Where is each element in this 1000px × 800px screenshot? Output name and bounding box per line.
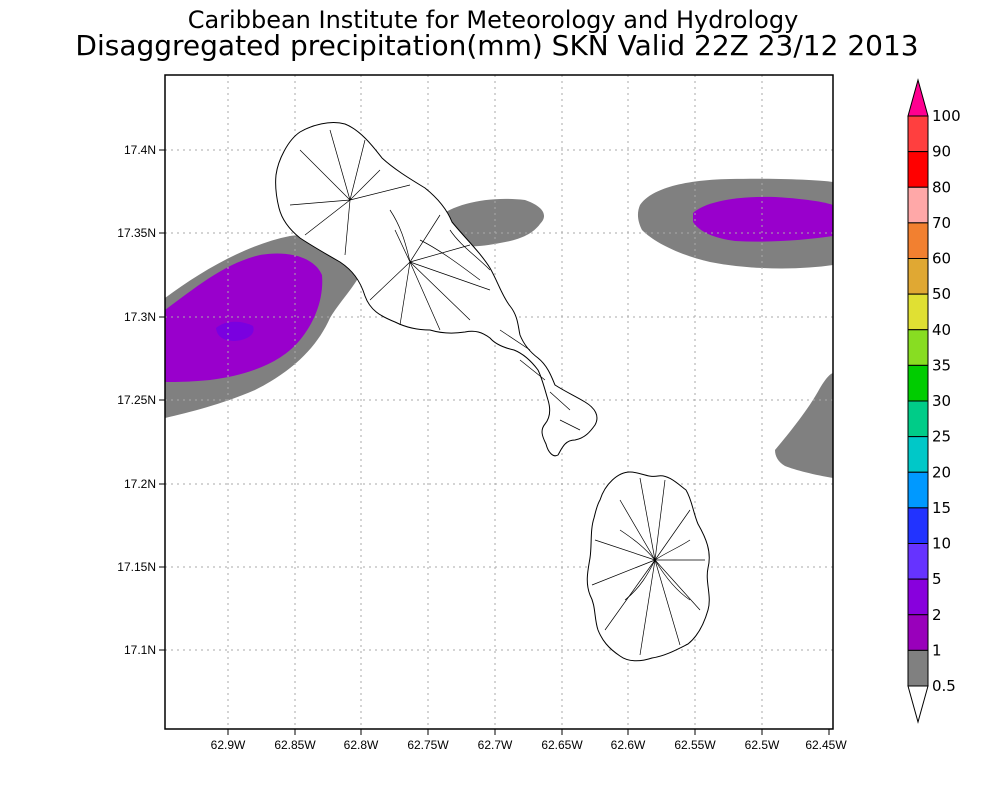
precipitation-fields	[165, 178, 833, 478]
colorbar-swatch	[907, 186, 929, 224]
y-tick-label: 17.15N	[117, 560, 156, 574]
x-tick-label: 62.75W	[407, 738, 449, 752]
x-tick-label: 62.45W	[805, 738, 847, 752]
figure-subtitle: Disaggregated precipitation(mm) SKN Vali…	[75, 29, 918, 62]
y-axis: 17.4N 17.35N 17.3N 17.25N 17.2N 17.15N 1…	[117, 143, 165, 657]
colorbar-swatch	[907, 471, 929, 509]
x-tick-label: 62.8W	[344, 738, 379, 752]
x-axis: 62.9W 62.85W 62.8W 62.75W 62.7W 62.65W 6…	[211, 729, 847, 752]
colorbar-swatch	[907, 436, 929, 473]
colorbar-swatch	[907, 400, 929, 438]
colorbar-label: 20	[932, 463, 951, 481]
colorbar-swatch	[907, 364, 929, 402]
colorbar-label: 50	[932, 285, 951, 303]
colorbar-swatch	[907, 649, 929, 687]
colorbar-bottom-arrow	[907, 685, 929, 724]
colorbar-swatch	[907, 115, 929, 153]
colorbar-label: 25	[932, 428, 951, 446]
x-tick-label: 62.9W	[211, 738, 246, 752]
colorbar-label: 10	[932, 535, 951, 553]
x-tick-label: 62.7W	[478, 738, 513, 752]
colorbar-label: 0.5	[932, 677, 956, 695]
colorbar-swatch	[907, 507, 929, 544]
island-nevis	[586, 471, 710, 662]
y-tick-label: 17.2N	[124, 477, 156, 491]
colorbar-swatch	[907, 578, 929, 616]
colorbar-label: 90	[932, 143, 951, 161]
island-st-kitts	[275, 122, 598, 457]
colorbar-label: 5	[932, 570, 942, 588]
x-tick-label: 62.6W	[611, 738, 646, 752]
colorbar-label: 2	[932, 606, 942, 624]
precip-area-0-5mm-far-east	[775, 373, 833, 478]
x-tick-label: 62.65W	[541, 738, 583, 752]
colorbar-label: 30	[932, 392, 951, 410]
colorbar-legend: 100 90 80 70 60 50 40 35 30 25 20 15 10 5 2 1 0.5	[907, 78, 961, 724]
x-tick-label: 62.5W	[745, 738, 780, 752]
colorbar-swatch	[907, 329, 929, 366]
colorbar-swatch	[907, 258, 929, 295]
figure-title: Caribbean Institute for Meteorology and …	[188, 6, 799, 34]
colorbar-label: 15	[932, 499, 951, 517]
precip-area-2mm-west	[216, 321, 254, 341]
x-tick-label: 62.55W	[674, 738, 716, 752]
colorbar-swatch	[907, 543, 929, 580]
plot-frame	[164, 74, 834, 730]
y-tick-label: 17.1N	[124, 643, 156, 657]
x-tick-label: 62.85W	[274, 738, 316, 752]
colorbar-label: 80	[932, 178, 951, 196]
colorbar-label: 60	[932, 250, 951, 268]
precip-area-1mm-west	[165, 253, 323, 382]
precip-area-1mm-east	[693, 196, 833, 242]
y-tick-label: 17.25N	[117, 393, 156, 407]
colorbar-top-arrow	[907, 78, 929, 117]
y-tick-label: 17.35N	[117, 226, 156, 240]
colorbar-label: 1	[932, 641, 942, 659]
colorbar-label: 70	[932, 214, 951, 232]
y-tick-label: 17.3N	[124, 310, 156, 324]
y-tick-label: 17.4N	[124, 143, 156, 157]
colorbar-swatch	[907, 151, 929, 188]
plot-background	[165, 75, 833, 729]
colorbar-swatch	[907, 293, 929, 331]
map-plot-area	[164, 74, 834, 730]
colorbar-swatch	[907, 222, 929, 259]
colorbar-label: 40	[932, 321, 951, 339]
colorbar-label: 35	[932, 356, 951, 374]
colorbar-swatch	[907, 614, 929, 651]
colorbar-label: 100	[932, 107, 961, 125]
